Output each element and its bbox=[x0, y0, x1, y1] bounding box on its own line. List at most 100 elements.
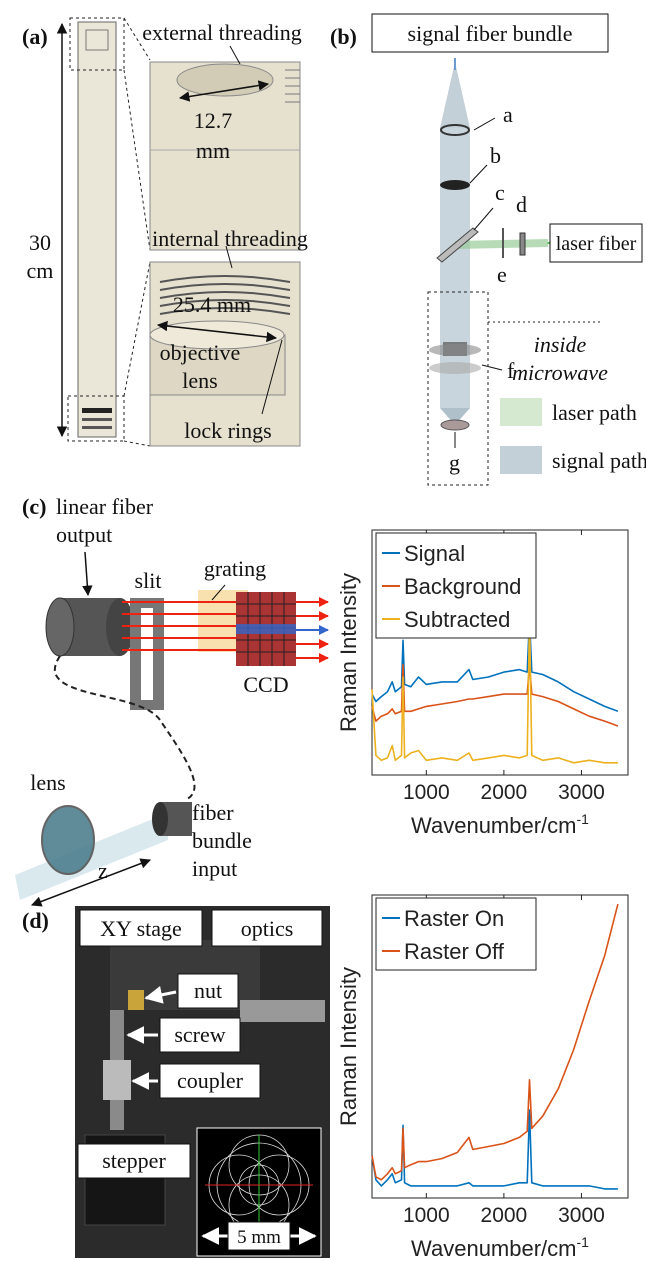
x-axis-label-sup: -1 bbox=[577, 811, 590, 827]
annotation: slit bbox=[135, 568, 162, 593]
coupler bbox=[103, 1060, 131, 1100]
component-label: a bbox=[503, 102, 513, 127]
y-axis-label: Raman Intensity bbox=[336, 573, 361, 732]
length-label: 30 bbox=[29, 230, 51, 255]
panel-c: (c) linear fiber output slit grating CCD… bbox=[15, 494, 328, 905]
x-axis-label: Wavenumber/cm-1 bbox=[411, 1234, 589, 1261]
y-axis-label: Raman Intensity bbox=[336, 967, 361, 1126]
x-axis-label: Wavenumber/cm-1 bbox=[411, 811, 589, 838]
annotation: lock rings bbox=[184, 418, 271, 443]
annotation: inside bbox=[534, 332, 587, 357]
x-tick-label: 3000 bbox=[558, 781, 605, 804]
chart: 1000 2000 3000 Wavenumber/cm-1 Raman Intensi… bbox=[336, 895, 628, 1261]
tube-ring bbox=[82, 426, 112, 429]
photo-label: coupler bbox=[177, 1068, 244, 1093]
length-label: cm bbox=[27, 258, 54, 283]
annotation: input bbox=[192, 856, 237, 881]
legend-label: Raster Off bbox=[404, 939, 505, 964]
panel-d: (d) XY stage optics nut screw coupler st… bbox=[22, 906, 330, 1258]
lead-screw bbox=[240, 1000, 325, 1022]
photo-label: optics bbox=[241, 916, 294, 941]
sample bbox=[441, 420, 469, 430]
annotation: output bbox=[56, 522, 112, 547]
photo-label: XY stage bbox=[100, 916, 182, 941]
fiber bbox=[55, 656, 195, 800]
x-tick-label: 3000 bbox=[558, 1204, 605, 1227]
tube-ring bbox=[82, 418, 112, 421]
component-label: e bbox=[497, 262, 507, 287]
pointer bbox=[470, 165, 487, 183]
zoom-line bbox=[124, 70, 150, 250]
x-tick-label: 1000 bbox=[403, 781, 450, 804]
x-tick-label: 2000 bbox=[481, 1204, 528, 1227]
component-label: c bbox=[495, 180, 505, 205]
x-tick-label: 2000 bbox=[481, 781, 528, 804]
zoom-line bbox=[124, 262, 150, 396]
laser-beam bbox=[455, 243, 548, 245]
panel-a: (a) 30 cm external threading 12.7 mm int… bbox=[22, 18, 308, 446]
ccd-row bbox=[236, 624, 296, 634]
legend-label: laser path bbox=[552, 400, 637, 425]
panel-label: (d) bbox=[22, 908, 49, 933]
annotation: bundle bbox=[192, 828, 252, 853]
annotation: linear fiber bbox=[56, 494, 154, 519]
chart: 1000 2000 3000 Wavenumber/cm-1 Raman Intensi… bbox=[336, 530, 628, 838]
optic bbox=[440, 180, 470, 190]
fiber-input-face bbox=[152, 802, 168, 836]
nut bbox=[128, 990, 144, 1010]
box-label: signal fiber bundle bbox=[408, 21, 573, 46]
legend-label: Subtracted bbox=[404, 607, 510, 632]
legend-label: Background bbox=[404, 574, 521, 599]
legend-swatch bbox=[500, 446, 542, 474]
signal-cone bbox=[440, 62, 470, 128]
photo-label: screw bbox=[174, 1022, 225, 1047]
annotation: 25.4 mm bbox=[173, 292, 251, 317]
optic bbox=[429, 344, 481, 356]
legend-swatch bbox=[500, 398, 542, 426]
annotation: mm bbox=[196, 138, 230, 163]
annotation: fiber bbox=[192, 800, 234, 825]
zoom-line bbox=[124, 441, 150, 446]
tube-lens bbox=[82, 408, 112, 413]
pointer bbox=[474, 208, 493, 230]
photo-label: nut bbox=[194, 978, 222, 1003]
annotation: lens bbox=[30, 770, 65, 795]
panel-label: (c) bbox=[22, 494, 46, 519]
legend-label: Signal bbox=[404, 541, 465, 566]
pointer bbox=[482, 365, 502, 370]
optic bbox=[429, 362, 481, 374]
component-label: d bbox=[516, 192, 527, 217]
annotation: lens bbox=[182, 368, 217, 393]
slit-opening bbox=[141, 608, 153, 700]
panel-b: (b) signal fiber bundle a b c d e f g la… bbox=[330, 14, 646, 485]
annotation: grating bbox=[204, 556, 266, 581]
annotation: z bbox=[98, 858, 108, 883]
annotation: external threading bbox=[142, 20, 301, 45]
pointer bbox=[85, 552, 88, 595]
annotation: 12.7 bbox=[194, 108, 233, 133]
x-tick-label: 1000 bbox=[403, 1204, 450, 1227]
optic bbox=[520, 233, 525, 255]
panel-label: (b) bbox=[330, 24, 357, 49]
lens bbox=[42, 806, 94, 874]
component-label: b bbox=[490, 143, 501, 168]
pointer bbox=[474, 118, 495, 130]
legend-label: signal path bbox=[552, 448, 646, 473]
photo-label: stepper bbox=[102, 1148, 166, 1173]
x-axis-label-text: Wavenumber/cm bbox=[411, 1236, 576, 1261]
panel-label: (a) bbox=[22, 24, 48, 49]
annotation: microwave bbox=[512, 360, 608, 385]
annotation: internal threading bbox=[152, 226, 308, 251]
box-label: laser fiber bbox=[556, 233, 637, 255]
fiber-output-end bbox=[46, 598, 74, 656]
annotation: CCD bbox=[243, 672, 288, 697]
component-label: g bbox=[449, 450, 460, 475]
pointer bbox=[230, 46, 240, 64]
tube bbox=[78, 22, 116, 437]
scale-label: 5 mm bbox=[237, 1227, 281, 1248]
x-axis-label-text: Wavenumber/cm bbox=[411, 813, 576, 838]
legend-label: Raster On bbox=[404, 906, 504, 931]
x-axis-label-sup: -1 bbox=[577, 1234, 590, 1250]
annotation: objective bbox=[160, 340, 241, 365]
